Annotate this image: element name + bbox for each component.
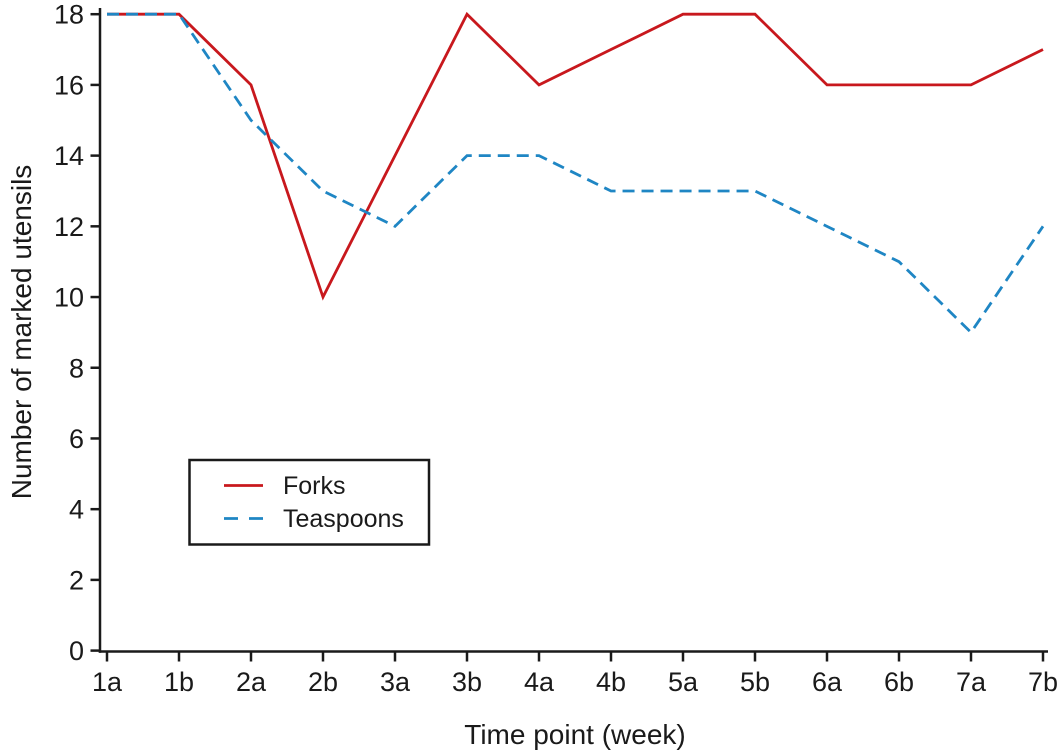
- y-tick-label: 8: [69, 353, 84, 383]
- y-tick-label: 18: [54, 0, 84, 30]
- y-tick-label: 0: [69, 636, 84, 666]
- x-tick-label: 4b: [596, 667, 626, 697]
- forks-legend-label: Forks: [283, 472, 346, 500]
- x-tick-label: 1a: [92, 667, 123, 697]
- x-tick-label: 2a: [236, 667, 267, 697]
- x-ticks: 1a 1b 2a 2b 3a 3b 4a 4b 5a 5b 6a 6b 7a 7b: [92, 651, 1058, 697]
- x-tick-label: 6b: [884, 667, 914, 697]
- x-tick-label: 6a: [812, 667, 843, 697]
- x-tick-label: 5b: [740, 667, 770, 697]
- y-tick-label: 6: [69, 424, 84, 454]
- y-tick-label: 2: [69, 565, 84, 595]
- y-tick-label: 16: [54, 70, 84, 100]
- legend-box: [188, 458, 431, 546]
- x-tick-label: 2b: [308, 667, 338, 697]
- y-axis-title: Number of marked utensils: [6, 165, 37, 500]
- y-tick-label: 14: [54, 141, 84, 171]
- x-tick-label: 7a: [956, 667, 987, 697]
- x-axis: 1a 1b 2a 2b 3a 3b 4a 4b 5a 5b 6a 6b 7a 7b: [92, 650, 1058, 697]
- x-tick-label: 5a: [668, 667, 699, 697]
- y-tick-label: 10: [54, 283, 84, 313]
- teaspoons-line: [107, 12, 1045, 335]
- y-ticks: 0 2 4 6 8 10 12 14 16 18: [54, 0, 100, 666]
- y-tick-label: 12: [54, 212, 84, 242]
- x-tick-label: 7b: [1028, 667, 1058, 697]
- x-tick-label: 3a: [380, 667, 411, 697]
- x-tick-label: 3b: [452, 667, 482, 697]
- x-axis-title: Time point (week): [464, 719, 685, 750]
- x-tick-label: 4a: [524, 667, 555, 697]
- legend: Forks Teaspoons: [188, 458, 431, 546]
- y-axis: 0 2 4 6 8 10 12 14 16 18: [54, 0, 102, 666]
- x-tick-label: 1b: [164, 667, 194, 697]
- teaspoons-legend-label: Teaspoons: [283, 505, 404, 533]
- forks-line: [107, 11, 1044, 301]
- y-tick-label: 4: [69, 495, 84, 525]
